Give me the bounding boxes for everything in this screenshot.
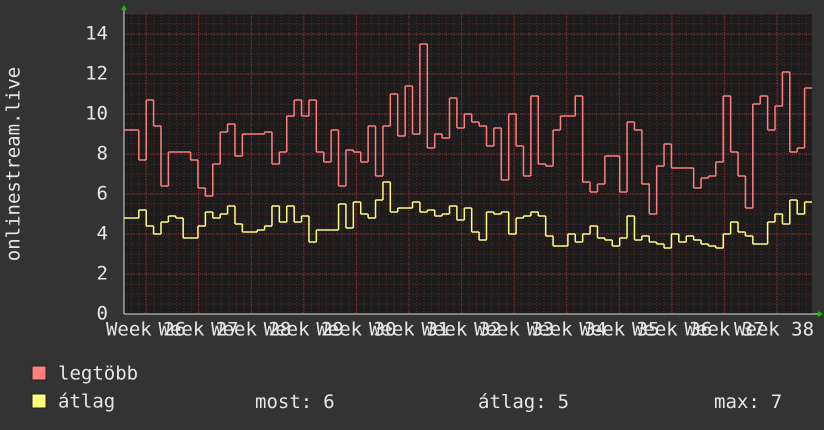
y-axis-label: onlinestream.live xyxy=(3,67,25,261)
y-tick-label: 12 xyxy=(85,63,108,85)
x-tick-label: Week 38 xyxy=(734,319,814,341)
x-tick-label: Week 37 xyxy=(685,319,765,341)
x-tick-label: Week 32 xyxy=(422,319,502,341)
x-tick-label: Week 34 xyxy=(527,319,607,341)
stat-value: 6 xyxy=(323,391,334,413)
y-tick-label: 10 xyxy=(85,103,108,125)
stat: most: 6 xyxy=(255,391,335,413)
y-tick-label: 4 xyxy=(97,223,108,245)
y-tick-label: 8 xyxy=(97,143,108,165)
y-tick-label: 0 xyxy=(97,303,108,325)
legend-label: legtöbb xyxy=(58,363,138,385)
x-tick-label: Week 36 xyxy=(632,319,712,341)
stat-label: most: xyxy=(255,391,312,413)
stat-label: átlag: xyxy=(478,391,547,413)
stat-value: 7 xyxy=(771,391,782,413)
axis-arrow xyxy=(121,5,127,10)
x-tick-label: Week 35 xyxy=(579,319,659,341)
y-tick-label: 2 xyxy=(97,263,108,285)
legend-swatch xyxy=(31,365,47,381)
x-tick-label: Week 31 xyxy=(369,319,449,341)
stat-label: max: xyxy=(714,391,760,413)
x-tick-label: Week 33 xyxy=(474,319,554,341)
axis-arrow xyxy=(818,311,823,317)
x-tick-label: Week 29 xyxy=(264,319,344,341)
stat-value: 5 xyxy=(558,391,569,413)
legend-swatch xyxy=(31,393,47,409)
x-tick-label: Week 28 xyxy=(211,319,291,341)
stat: átlag: 5 xyxy=(478,391,569,413)
y-tick-label: 6 xyxy=(97,183,108,205)
y-tick-label: 14 xyxy=(85,23,108,45)
x-tick-label: Week 27 xyxy=(159,319,239,341)
x-tick-label: Week 30 xyxy=(316,319,396,341)
x-tick-label: Week 26 xyxy=(106,319,186,341)
legend-label: átlag xyxy=(58,391,115,413)
stat: max: 7 xyxy=(714,391,782,413)
